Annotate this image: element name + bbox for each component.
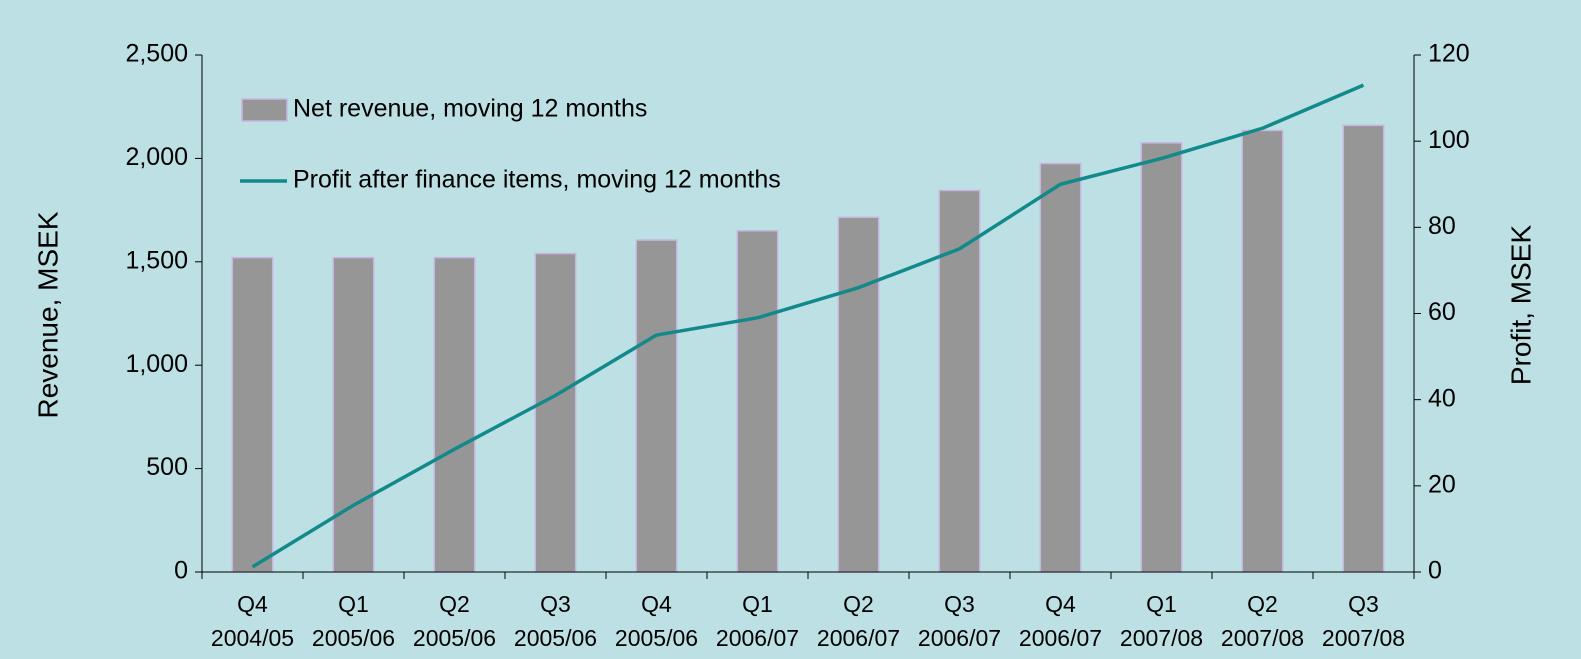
y-axis-title: Revenue, MSEK bbox=[32, 211, 63, 418]
x-tick-label: Q2 bbox=[439, 591, 470, 617]
x-tick-label: Q2 bbox=[1247, 591, 1278, 617]
y-tick-label: 500 bbox=[146, 453, 188, 481]
y-tick-label: 1,000 bbox=[125, 350, 188, 378]
y-tick-label: 0 bbox=[174, 557, 188, 585]
x-tick-label: 2007/08 bbox=[1221, 625, 1304, 651]
x-tick-label: 2006/07 bbox=[716, 625, 799, 651]
x-tick-label: Q4 bbox=[237, 591, 268, 617]
y-tick-label: 1,500 bbox=[125, 246, 188, 274]
x-tick-label: 2006/07 bbox=[918, 625, 1001, 651]
bar bbox=[534, 252, 577, 573]
x-tick-label: Q3 bbox=[944, 591, 975, 617]
legend-label: Profit after finance items, moving 12 mo… bbox=[293, 166, 781, 194]
bar bbox=[433, 256, 476, 573]
y2-axis-title: Profit, MSEK bbox=[1505, 225, 1536, 386]
x-tick-label: 2005/06 bbox=[413, 625, 496, 651]
bar bbox=[1140, 142, 1183, 573]
x-tick-label: 2005/06 bbox=[312, 625, 395, 651]
x-tick-label: Q2 bbox=[843, 591, 874, 617]
x-tick-label: Q4 bbox=[1045, 591, 1076, 617]
y2-tick-label: 20 bbox=[1428, 470, 1456, 498]
y-tick-label: 2,500 bbox=[125, 40, 188, 68]
x-tick-label: 2005/06 bbox=[615, 625, 698, 651]
bar bbox=[231, 256, 274, 573]
y2-tick-label: 0 bbox=[1428, 557, 1442, 585]
bar bbox=[635, 239, 678, 573]
y2-tick-label: 120 bbox=[1428, 40, 1470, 68]
x-tick-label: 2006/07 bbox=[817, 625, 900, 651]
x-tick-label: Q1 bbox=[1146, 591, 1177, 617]
legend-label: Net revenue, moving 12 months bbox=[293, 95, 647, 123]
y2-tick-label: 60 bbox=[1428, 298, 1456, 326]
x-tick-label: 2007/08 bbox=[1322, 625, 1405, 651]
x-tick-label: Q3 bbox=[540, 591, 571, 617]
x-tick-label: Q1 bbox=[338, 591, 369, 617]
x-tick-label: 2004/05 bbox=[211, 625, 294, 651]
x-tick-label: Q1 bbox=[742, 591, 773, 617]
bar bbox=[736, 230, 779, 573]
x-tick-label: Q4 bbox=[641, 591, 672, 617]
bar bbox=[1241, 129, 1284, 573]
bar bbox=[332, 256, 375, 573]
x-tick-label: Q3 bbox=[1348, 591, 1379, 617]
y2-tick-label: 100 bbox=[1428, 126, 1470, 154]
y2-tick-label: 80 bbox=[1428, 212, 1456, 240]
y-tick-label: 2,000 bbox=[125, 143, 188, 171]
bar bbox=[1342, 124, 1385, 573]
legend-swatch bbox=[241, 98, 288, 122]
x-tick-label: 2006/07 bbox=[1019, 625, 1102, 651]
line bbox=[251, 83, 1365, 569]
x-tick-label: 2007/08 bbox=[1120, 625, 1203, 651]
x-tick-label: 2005/06 bbox=[514, 625, 597, 651]
y2-tick-label: 40 bbox=[1428, 384, 1456, 412]
bar bbox=[837, 216, 880, 573]
bar bbox=[1039, 162, 1082, 573]
